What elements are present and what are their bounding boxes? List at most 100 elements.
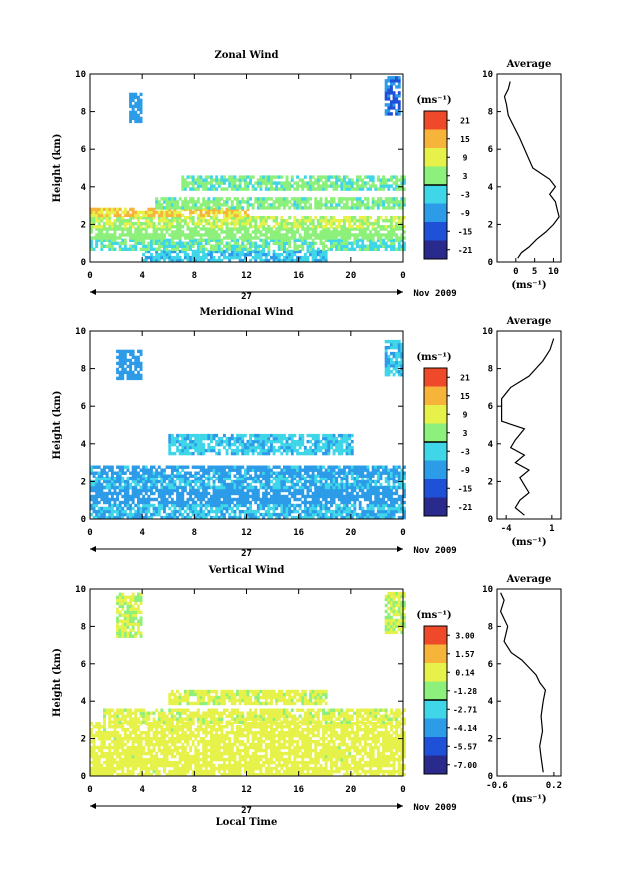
heatmap-cell [379, 184, 383, 188]
heatmap-cell [131, 757, 135, 762]
heatmap-cell [181, 497, 185, 502]
heatmap-cell [134, 725, 138, 729]
heatmap-cell [251, 451, 255, 456]
heatmap-cell [144, 482, 148, 487]
heatmap-cell [123, 512, 127, 517]
heatmap-cell [311, 181, 315, 185]
heatmap-cell [254, 500, 258, 505]
heatmap-cell [387, 367, 391, 371]
heatmap-cell [168, 206, 172, 210]
heatmap-cell [97, 213, 101, 218]
heatmap-cell [230, 222, 234, 226]
heatmap-cell [233, 219, 237, 223]
heatmap-cell [254, 247, 258, 251]
heatmap-cell [126, 230, 130, 234]
date-arrow-head [90, 546, 96, 552]
heatmap-cell [210, 175, 213, 179]
heatmap-cell [324, 436, 328, 441]
heatmap-cell [194, 210, 198, 215]
heatmap-cell [330, 479, 333, 484]
heatmap-cell [199, 255, 203, 260]
heatmap-cell [194, 225, 198, 229]
heatmap-cell [121, 494, 125, 499]
heatmap-cell [92, 222, 96, 226]
heatmap-cell [202, 509, 206, 514]
heatmap-cell [238, 178, 242, 182]
heatmap-cell [314, 474, 318, 478]
heatmap-cell [348, 442, 352, 447]
heatmap-cell [212, 445, 216, 450]
heatmap-cell [262, 197, 265, 201]
heatmap-cell [129, 471, 132, 475]
heatmap-cell [142, 497, 146, 502]
heatmap-cell [155, 255, 159, 260]
heatmap-cell [361, 187, 365, 191]
heatmap-cell [129, 227, 132, 231]
heatmap-cell [387, 187, 391, 191]
heatmap-cell [121, 769, 125, 774]
heatmap-cell [356, 187, 359, 191]
heatmap-cell [202, 465, 206, 469]
heatmap-cell [371, 488, 375, 493]
heatmap-cell [353, 236, 357, 240]
heatmap-cell [134, 216, 138, 220]
heatmap-cell [233, 479, 237, 484]
heatmap-cell [314, 241, 318, 245]
heatmap-cell [243, 474, 247, 478]
heatmap-cell [246, 448, 250, 453]
heatmap-cell [137, 370, 140, 375]
heatmap-cell [202, 445, 206, 450]
heatmap-cell [256, 216, 260, 220]
heatmap-cell [403, 515, 406, 520]
heatmap-cell [374, 482, 378, 487]
heatmap-cell [238, 468, 242, 472]
heatmap-cell [322, 247, 325, 251]
heatmap-cell [210, 503, 213, 508]
heatmap-cell [137, 512, 140, 517]
heatmap-cell [285, 219, 289, 223]
heatmap-cell [392, 500, 396, 505]
heatmap-cell [264, 230, 268, 234]
heatmap-cell [108, 465, 112, 469]
heatmap-cell [176, 258, 179, 263]
heatmap-cell [90, 241, 93, 245]
average-title: Average [506, 316, 552, 327]
heatmap-cell [108, 500, 112, 505]
heatmap-cell [256, 244, 260, 248]
heatmap-cell [176, 200, 179, 204]
heatmap-cell [92, 482, 96, 487]
heatmap-cell [314, 479, 318, 484]
heatmap-cell [134, 476, 138, 481]
heatmap-cell [264, 471, 268, 475]
heatmap-cell [189, 482, 192, 487]
heatmap-cell [137, 479, 140, 484]
heatmap-cell [155, 474, 159, 478]
heatmap-cell [290, 485, 294, 490]
heatmap-cell [314, 506, 318, 511]
heatmap-cell [262, 468, 265, 472]
heatmap-cell [332, 230, 336, 234]
heatmap-cell [189, 206, 192, 210]
heatmap-cell [285, 445, 289, 450]
heatmap-cell [178, 233, 182, 237]
heatmap-cell [217, 476, 221, 481]
heatmap-cell [126, 763, 130, 768]
heatmap-cell [324, 206, 328, 210]
heatmap-cell [168, 244, 172, 248]
heatmap-cell [199, 503, 203, 508]
heatmap-cell [298, 206, 302, 210]
heatmap-cell [137, 216, 140, 220]
heatmap-cell [324, 252, 328, 257]
heatmap-cell [129, 503, 132, 508]
heatmap-cell [345, 482, 349, 487]
heatmap-cell [395, 236, 399, 240]
heatmap-cell [170, 476, 174, 481]
heatmap-cell [123, 751, 127, 756]
heatmap-cell [100, 769, 104, 774]
heatmap-cell [288, 500, 292, 505]
heatmap-cell [194, 230, 198, 234]
heatmap-cell [382, 468, 385, 472]
heatmap-cell [400, 197, 404, 201]
heatmap-cell [236, 219, 239, 223]
